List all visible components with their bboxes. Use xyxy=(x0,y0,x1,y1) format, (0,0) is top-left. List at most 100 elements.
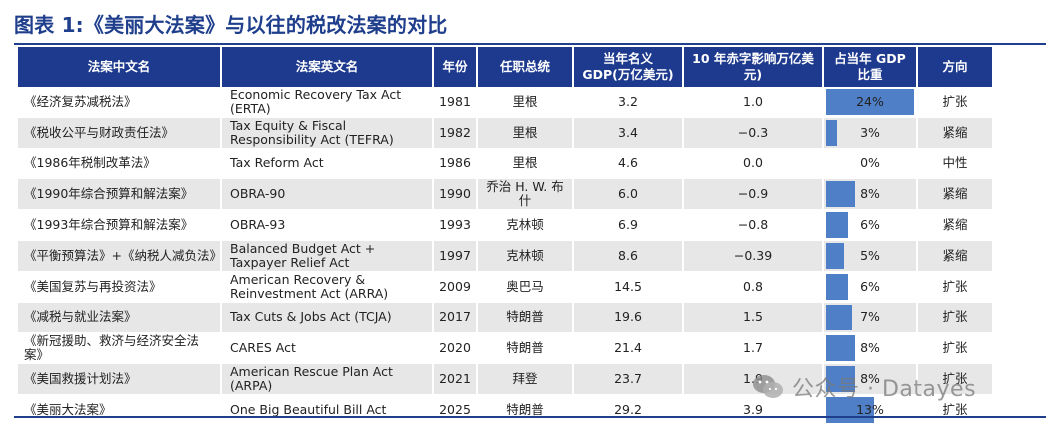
bill-gdp-share: 13% xyxy=(824,394,918,426)
bill-gdp: 29.2 xyxy=(574,394,684,426)
bill-deficit: −0.3 xyxy=(684,117,824,149)
bill-en-name: Tax Reform Act xyxy=(222,148,434,180)
gdp-share-bar xyxy=(826,366,856,392)
bill-deficit: −0.8 xyxy=(684,210,824,241)
gdp-share-label: 6% xyxy=(860,217,880,233)
bill-direction: 扩张 xyxy=(918,333,992,365)
gdp-share-label: 24% xyxy=(856,93,884,109)
bill-deficit: −0.39 xyxy=(684,240,824,272)
gdp-share-label: 8% xyxy=(860,186,880,202)
gdp-share-label: 8% xyxy=(860,371,880,387)
gdp-share-label: 7% xyxy=(860,309,880,325)
bill-gdp-share: 6% xyxy=(824,210,918,241)
bill-president: 克林顿 xyxy=(478,240,574,272)
bill-year: 1997 xyxy=(434,240,478,272)
bill-en-name: Balanced Budget Act + Taxpayer Relief Ac… xyxy=(222,240,434,272)
bill-gdp: 21.4 xyxy=(574,333,684,365)
table-row: 《经济复苏减税法》 Economic Recovery Tax Act (ERTA… xyxy=(18,87,992,118)
bill-president: 里根 xyxy=(478,87,574,118)
gdp-share-bar xyxy=(826,119,837,146)
bill-gdp: 4.6 xyxy=(574,148,684,180)
table-row: 《新冠援助、救济与经济安全法案》 CARES Act 2020 特朗普 21.4 1.7 8… xyxy=(18,333,992,365)
bill-year: 2009 xyxy=(434,271,478,303)
title-divider xyxy=(14,43,1046,45)
bill-president: 克林顿 xyxy=(478,210,574,241)
bill-gdp-share: 5% xyxy=(824,240,918,272)
header-deficit: 10 年赤字影响万亿美元) xyxy=(684,47,824,87)
bill-en-name: CARES Act xyxy=(222,333,434,365)
header-gdp: 当年名义 GDP(万亿美元) xyxy=(574,47,684,87)
bottom-divider xyxy=(14,416,1046,418)
header-direction: 方向 xyxy=(918,47,992,87)
bill-president: 里根 xyxy=(478,148,574,180)
bill-gdp-share: 3% xyxy=(824,117,918,149)
header-cn-name: 法案中文名 xyxy=(18,47,222,87)
bill-gdp: 14.5 xyxy=(574,271,684,303)
bill-gdp: 8.6 xyxy=(574,240,684,272)
gdp-share-label: 0% xyxy=(860,155,880,171)
bill-cn-name: 《税收公平与财政责任法》 xyxy=(18,117,222,149)
table-row: 《税收公平与财政责任法》 Tax Equity & Fiscal Responsi… xyxy=(18,117,992,149)
gdp-share-bar xyxy=(826,242,845,269)
header-president: 任职总统 xyxy=(478,47,574,87)
bill-year: 2017 xyxy=(434,302,478,334)
table-row: 《1993年综合预算和解法案》 OBRA-93 1993 克林顿 6.9 −0.8 6% 紧缩 xyxy=(18,210,992,241)
gdp-share-bar xyxy=(826,181,856,208)
gdp-share-label: 8% xyxy=(860,340,880,356)
bill-deficit: 0.8 xyxy=(684,271,824,303)
bill-direction: 扩张 xyxy=(918,364,992,395)
bill-cn-name: 《1993年综合预算和解法案》 xyxy=(18,210,222,241)
gdp-share-bar xyxy=(826,273,848,300)
table-row: 《1986年税制改革法》 Tax Reform Act 1986 里根 4.6 0.0 0%… xyxy=(18,148,992,180)
bill-gdp-share: 7% xyxy=(824,302,918,334)
bill-gdp: 23.7 xyxy=(574,364,684,395)
bill-cn-name: 《新冠援助、救济与经济安全法案》 xyxy=(18,333,222,365)
bill-cn-name: 《1990年综合预算和解法案》 xyxy=(18,179,222,211)
bill-year: 1993 xyxy=(434,210,478,241)
gdp-share-label: 3% xyxy=(860,124,880,140)
header-en-name: 法案英文名 xyxy=(222,47,434,87)
gdp-share-bar xyxy=(826,212,848,238)
bill-year: 2021 xyxy=(434,364,478,395)
bill-cn-name: 《平衡预算法》+《纳税人减负法》 xyxy=(18,240,222,272)
gdp-share-bar xyxy=(826,89,914,115)
bill-deficit: 3.9 xyxy=(684,394,824,426)
gdp-share-label: 6% xyxy=(860,278,880,294)
bill-direction: 扩张 xyxy=(918,87,992,118)
bill-president: 奥巴马 xyxy=(478,271,574,303)
bill-president: 特朗普 xyxy=(478,333,574,365)
bill-gdp-share: 8% xyxy=(824,179,918,211)
bill-deficit: 1.7 xyxy=(684,333,824,365)
bill-cn-name: 《美国救援计划法》 xyxy=(18,364,222,395)
bill-gdp: 3.4 xyxy=(574,117,684,149)
bill-deficit: −0.9 xyxy=(684,179,824,211)
bill-year: 2025 xyxy=(434,394,478,426)
bill-en-name: Tax Cuts & Jobs Act (TCJA) xyxy=(222,302,434,334)
table-row: 《1990年综合预算和解法案》 OBRA-90 1990 乔治 H. W. 布什 6.0… xyxy=(18,179,992,211)
bill-direction: 紧缩 xyxy=(918,240,992,272)
bill-gdp: 6.9 xyxy=(574,210,684,241)
bill-en-name: OBRA-90 xyxy=(222,179,434,211)
table-row: 《减税与就业法案》 Tax Cuts & Jobs Act (TCJA) 2017 特… xyxy=(18,302,992,334)
bill-year: 2020 xyxy=(434,333,478,365)
gdp-share-bar xyxy=(826,396,874,423)
bill-gdp-share: 8% xyxy=(824,333,918,365)
bill-direction: 紧缩 xyxy=(918,210,992,241)
watermark-text: 公众号 · Datayes xyxy=(792,377,977,402)
bill-direction: 扩张 xyxy=(918,302,992,334)
bill-gdp: 6.0 xyxy=(574,179,684,211)
gdp-share-bar xyxy=(826,304,852,331)
tax-bill-comparison-table: 法案中文名 法案英文名 年份 任职总统 当年名义 GDP(万亿美元) 10 年赤… xyxy=(18,47,992,426)
bill-gdp-share: 6% xyxy=(824,271,918,303)
table-row: 《美国复苏与再投资法》 American Recovery & Reinvestm… xyxy=(18,271,992,303)
bill-gdp-share: 0% xyxy=(824,148,918,180)
bill-year: 1981 xyxy=(434,87,478,118)
table-row: 《美丽大法案》 One Big Beautiful Bill Act 2025 特朗普… xyxy=(18,394,992,426)
wechat-icon xyxy=(753,375,783,398)
bill-president: 特朗普 xyxy=(478,302,574,334)
bill-direction: 扩张 xyxy=(918,394,992,426)
bill-cn-name: 《美国复苏与再投资法》 xyxy=(18,271,222,303)
bill-en-name: Tax Equity & Fiscal Responsibility Act (… xyxy=(222,117,434,149)
gdp-share-label: 5% xyxy=(860,247,880,263)
bill-deficit: 1.5 xyxy=(684,302,824,334)
